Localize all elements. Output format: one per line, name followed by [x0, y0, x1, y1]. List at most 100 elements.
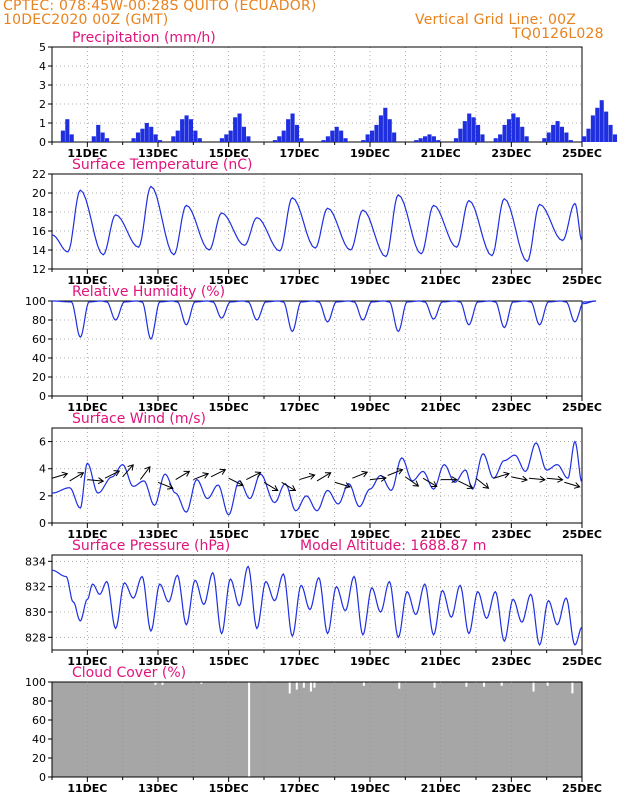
y-tick-label: 14: [32, 244, 46, 257]
wind-arrow: [104, 470, 121, 479]
precip-bar: [69, 134, 74, 142]
panel-cloud: 0 20 40 60 80 100 11DEC 13DEC 15DEC 17DEC 19DEC 21D…: [25, 665, 602, 795]
plot-border: [51, 46, 583, 143]
y-tick-label: 0: [39, 771, 46, 784]
wind-arrow-shaft: [352, 471, 368, 479]
x-tick-label: 21DEC: [421, 528, 461, 541]
y-tick-label: 40: [32, 733, 46, 746]
wind-arrow-head: [308, 473, 316, 480]
precip-bar: [277, 136, 282, 142]
precip-bar: [418, 138, 423, 142]
wind-arrow: [528, 475, 546, 483]
wind-arrow-head: [183, 470, 191, 477]
precip-bar: [542, 138, 547, 142]
x-tick-label: 23DEC: [491, 274, 531, 287]
precip-bar: [546, 132, 551, 142]
precip-bar: [370, 130, 375, 142]
y-tick-label: 80: [32, 314, 46, 327]
cloud-gap: [532, 682, 535, 692]
precip-bar: [158, 140, 163, 142]
y-tick-label: 40: [32, 352, 46, 365]
x-tick-label: 23DEC: [491, 147, 531, 160]
header-date: 10DEC2020 00Z (GMT): [3, 12, 169, 28]
precip-bar: [599, 100, 604, 142]
wind-arrow-head: [237, 480, 244, 487]
cloud-gap: [433, 682, 436, 688]
precip-bar: [325, 136, 330, 142]
wind-arrow: [69, 472, 85, 482]
precip-bar: [290, 113, 295, 142]
x-tick-label: 19DEC: [350, 147, 390, 160]
precip-bar: [105, 138, 110, 142]
x-tick-label: 15DEC: [209, 782, 249, 795]
y-tick-label: 3: [39, 79, 46, 92]
x-tick-label: 17DEC: [279, 274, 319, 287]
wind-arrow-shaft: [493, 473, 510, 479]
cloud-gap: [309, 682, 312, 692]
panel-title: Surface Wind (m/s): [72, 411, 206, 427]
x-tick-label: 17DEC: [279, 528, 319, 541]
precip-bar: [414, 140, 419, 142]
precip-bar: [241, 126, 247, 142]
wind-arrow-head: [97, 477, 105, 485]
precip-bar: [383, 107, 388, 142]
precip-bar: [431, 136, 436, 142]
x-tick-label: 23DEC: [491, 401, 531, 414]
precip-bar: [149, 126, 154, 142]
precip-bar: [219, 138, 224, 142]
wind-arrow: [475, 477, 490, 489]
wind-arrow: [51, 471, 69, 479]
y-tick-label: 832: [25, 581, 46, 594]
precip-bar: [524, 136, 529, 142]
precip-bar: [175, 130, 180, 142]
y-tick-label: 0: [39, 390, 46, 403]
y-tick-label: 20: [32, 752, 46, 765]
wind-arrow: [440, 476, 458, 483]
wind-arrow: [87, 477, 105, 485]
wind-arrow: [546, 475, 564, 483]
cloud-gap: [288, 682, 291, 694]
panel-title: Relative Humidity (%): [72, 284, 225, 300]
precip-bar: [224, 134, 229, 142]
wind-arrow-shaft: [299, 474, 315, 481]
cloud-gap: [362, 682, 365, 686]
precip-bar: [559, 126, 565, 142]
precip-bar: [188, 119, 194, 142]
precip-bar: [511, 113, 516, 142]
plot-border: [51, 173, 583, 270]
wind-arrow-head: [167, 483, 174, 490]
wind-arrow-head: [144, 465, 151, 473]
cloud-gap: [313, 682, 316, 688]
x-tick-label: 21DEC: [421, 655, 461, 668]
plot-border: [51, 681, 583, 778]
precip-bar: [171, 136, 176, 142]
wind-arrow-head: [396, 468, 404, 475]
x-tick-label: 25DEC: [562, 655, 602, 668]
precip-bar: [184, 115, 189, 142]
wind-arrow: [405, 476, 420, 487]
x-tick-label: 19DEC: [350, 528, 390, 541]
x-tick-label: 11DEC: [67, 528, 107, 541]
y-tick-label: 834: [25, 555, 46, 568]
y-tick-label: 2: [39, 490, 46, 503]
header-station: CPTEC: 078:45W-00:28S QUITO (ECUADOR): [3, 0, 317, 14]
precip-bar: [60, 130, 65, 142]
wind-arrow: [511, 475, 528, 483]
x-tick-label: 13DEC: [138, 401, 178, 414]
x-tick-label: 21DEC: [421, 274, 461, 287]
wind-arrow-shaft: [104, 470, 120, 479]
wind-arrow-head: [430, 481, 438, 487]
header-code: TQ0126L028: [512, 26, 604, 42]
wind-arrow: [299, 473, 316, 481]
wind-arrow: [228, 477, 244, 487]
precip-bar: [590, 115, 595, 142]
x-tick-label: 11DEC: [67, 147, 107, 160]
wind-arrow-head: [557, 475, 564, 483]
y-tick-label: 60: [32, 714, 46, 727]
x-tick-label: 19DEC: [350, 401, 390, 414]
x-tick-label: 17DEC: [279, 782, 319, 795]
panel-wind: 0 2 4 6 11DEC 13DEC 15DEC 17DEC 19DEC 21DEC 23DEC 2…: [39, 411, 602, 541]
cloud-gap: [571, 682, 574, 694]
x-tick-label: 19DEC: [350, 655, 390, 668]
wind-arrow: [193, 472, 210, 481]
